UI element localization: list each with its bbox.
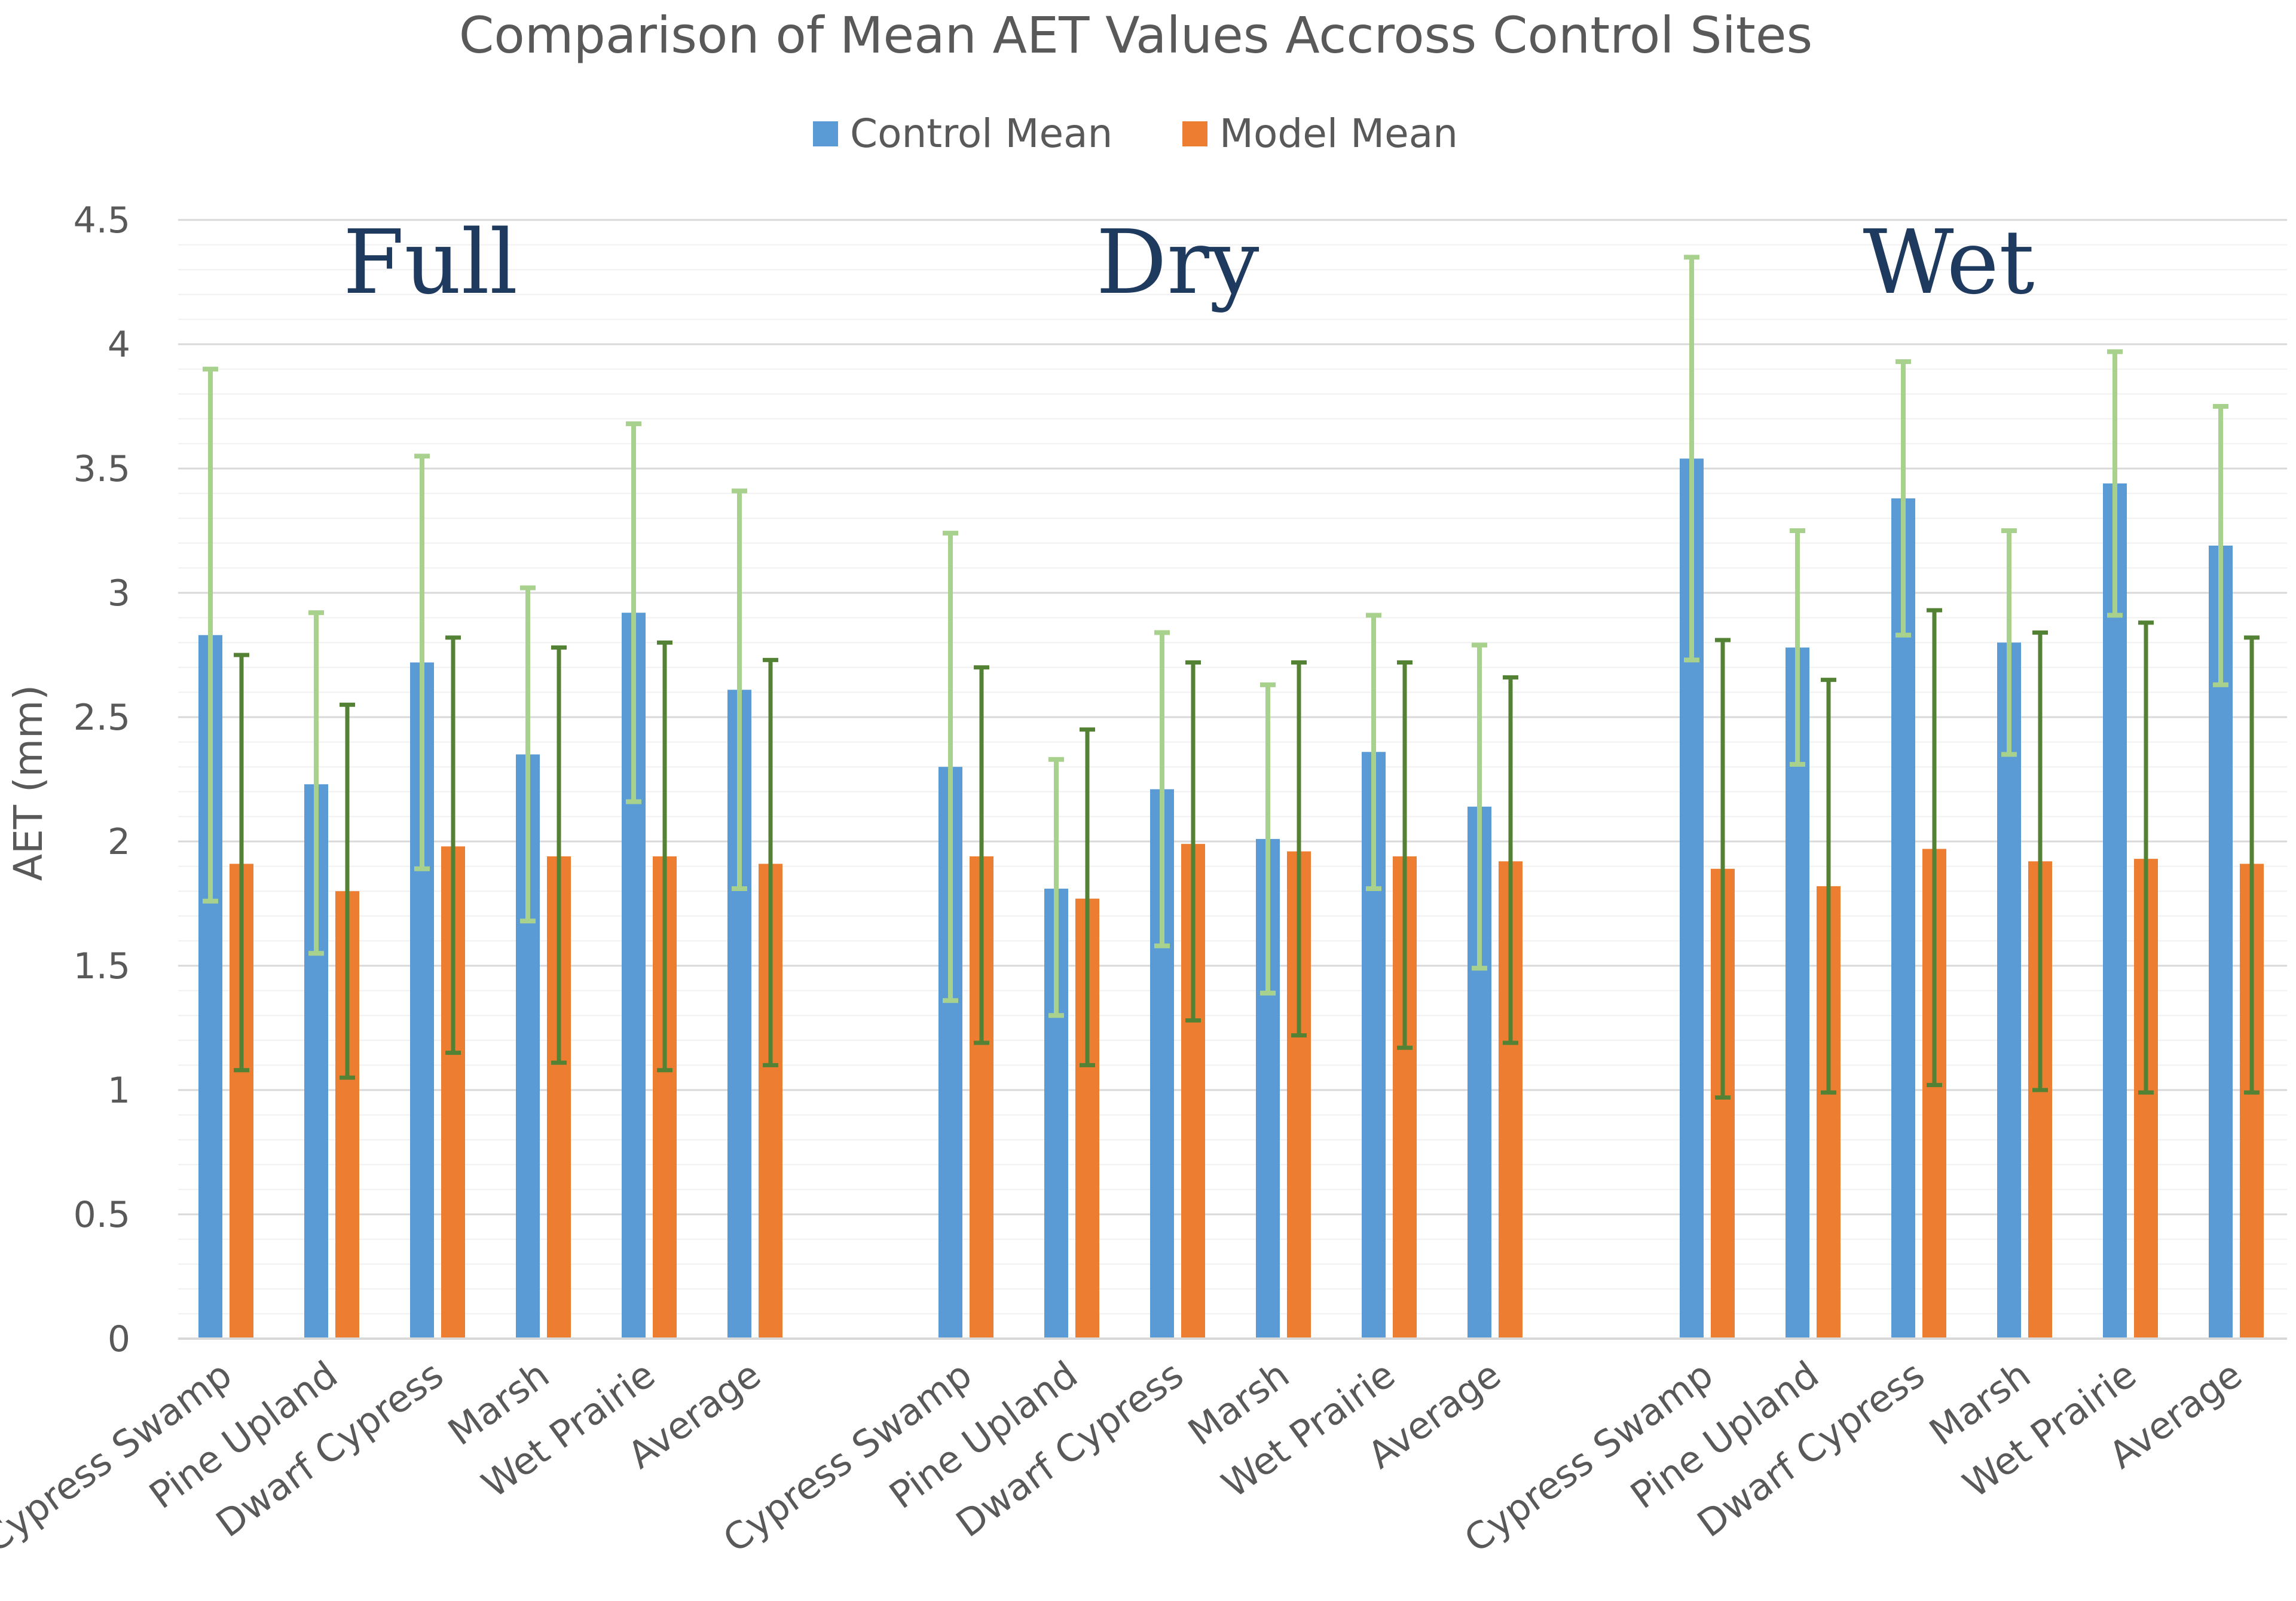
error-bar-wet-wet-prairie-control [2107, 349, 2123, 618]
legend-swatch-control-mean [813, 121, 838, 146]
error-bar-full-marsh-model [551, 645, 567, 1065]
chart-title: Comparison of Mean AET Values Accross Co… [459, 6, 1813, 65]
y-tick-label: 0.5 [74, 1194, 130, 1236]
error-bar-dry-cypress-swamp-model [974, 665, 989, 1045]
error-bar-full-wet-prairie-control [626, 421, 641, 804]
error-bar-dry-average-model [1503, 675, 1518, 1045]
error-bar-full-cypress-swamp-model [234, 653, 249, 1073]
y-tick-label: 2.5 [74, 697, 130, 739]
error-bar-full-pine-upland-model [340, 702, 355, 1080]
error-bar-wet-dwarf-cypress-control [1896, 359, 1911, 638]
group-label-dry: Dry [1096, 211, 1259, 314]
error-bar-full-average-model [763, 657, 778, 1067]
error-bar-wet-wet-prairie-model [2138, 620, 2154, 1095]
error-bar-dry-marsh-model [1291, 660, 1307, 1037]
error-bar-wet-average-control [2213, 404, 2228, 687]
error-bar-full-dwarf-cypress-control [414, 454, 430, 871]
error-bar-wet-average-model [2244, 635, 2260, 1095]
group-label-wet: Wet [1863, 211, 2034, 314]
y-tick-label: 2 [108, 821, 130, 863]
error-bar-dry-marsh-control [1260, 682, 1276, 996]
error-bar-wet-dwarf-cypress-model [1927, 608, 1942, 1088]
error-bar-dry-average-control [1472, 642, 1487, 971]
y-tick-label: 1.5 [74, 945, 130, 987]
error-bar-full-average-control [732, 488, 747, 892]
error-bar-full-marsh-control [520, 585, 536, 924]
legend-label-control-mean: Control Mean [850, 111, 1112, 157]
bar-wet-marsh-control [1997, 642, 2021, 1339]
group-labels: Full Dry Wet [343, 211, 2035, 314]
error-bar-dry-pine-upland-model [1080, 727, 1095, 1067]
y-axis-title: AET (mm) [5, 685, 51, 881]
y-tick-label: 3.5 [74, 448, 130, 490]
legend-swatch-model-mean [1182, 121, 1207, 146]
error-bar-dry-pine-upland-control [1048, 757, 1064, 1018]
error-bar-wet-pine-upland-model [1821, 678, 1836, 1095]
gridlines [178, 219, 2287, 1315]
error-bar-wet-pine-upland-control [1790, 528, 1805, 767]
y-tick-label: 1 [108, 1070, 130, 1112]
error-bar-full-pine-upland-control [308, 610, 324, 956]
error-bar-wet-marsh-model [2032, 630, 2048, 1092]
y-tick-label: 4.5 [74, 200, 130, 241]
error-bar-dry-cypress-swamp-control [943, 531, 958, 1003]
y-tick-label: 4 [108, 324, 130, 366]
error-bar-wet-cypress-swamp-control [1684, 255, 1699, 663]
y-tick-label: 3 [108, 573, 130, 614]
y-axis-tick-labels: 0 0.5 1 1.5 2 2.5 3 3.5 4 4.5 [74, 200, 130, 1360]
bar-wet-wet-prairie-control [2103, 483, 2127, 1339]
bars [198, 458, 2264, 1339]
legend: Control Mean Model Mean [813, 111, 1458, 157]
error-bars [203, 255, 2260, 1100]
error-bar-full-wet-prairie-model [657, 640, 672, 1073]
group-label-full: Full [343, 211, 518, 314]
legend-label-model-mean: Model Mean [1219, 111, 1458, 157]
error-bar-dry-dwarf-cypress-model [1185, 660, 1201, 1023]
error-bar-dry-wet-prairie-control [1366, 613, 1381, 892]
error-bar-dry-wet-prairie-model [1397, 660, 1413, 1050]
error-bar-dry-dwarf-cypress-control [1154, 630, 1170, 948]
y-tick-label: 0 [108, 1318, 130, 1360]
error-bar-full-cypress-swamp-control [203, 366, 218, 904]
error-bar-wet-cypress-swamp-model [1715, 638, 1731, 1100]
error-bar-full-dwarf-cypress-model [445, 635, 461, 1055]
bar-wet-dwarf-cypress-control [1891, 498, 1915, 1339]
error-bar-wet-marsh-control [2001, 528, 2017, 757]
